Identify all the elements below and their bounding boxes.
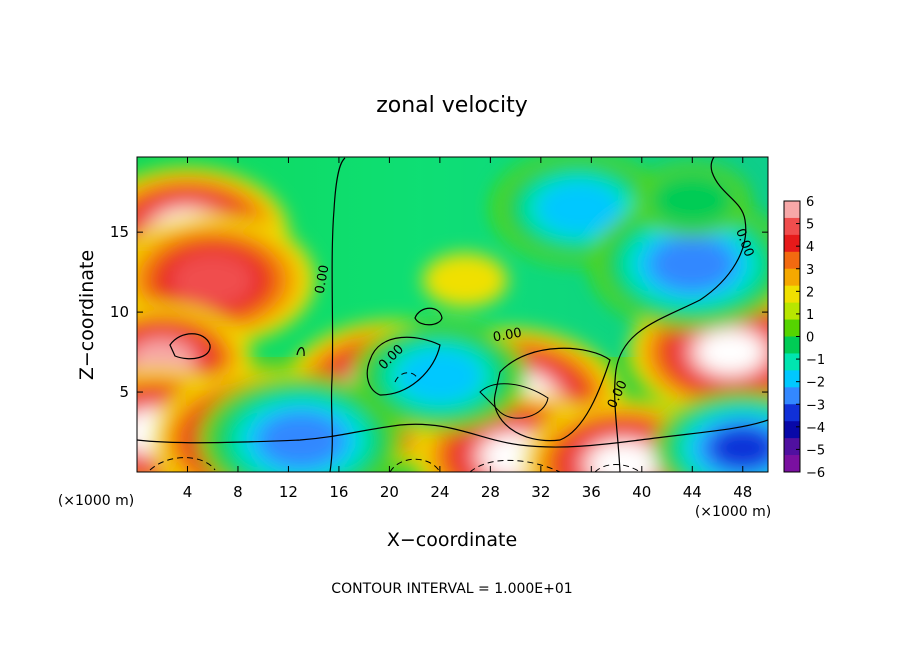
x-tick-label: 20: [380, 483, 399, 501]
x-unit-label-right: (×1000 m): [695, 504, 771, 520]
colorbar-label: −5: [806, 443, 825, 458]
colorbar-swatch: [784, 234, 800, 253]
x-axis: 4 8 12 16 20 24 28 32 36 40 44 48: [183, 157, 752, 501]
contour-label: 0.00: [313, 264, 333, 295]
x-unit-label-left: (×1000 m): [58, 493, 134, 509]
x-tick-label: 12: [279, 483, 298, 501]
colorbar-label: 4: [806, 240, 814, 255]
colorbar-label: −1: [806, 353, 825, 368]
field-feature: [170, 252, 256, 308]
x-tick-label: 48: [733, 483, 752, 501]
field-feature: [649, 172, 735, 228]
colorbar-swatch: [784, 251, 800, 270]
colorbar-swatch: [784, 404, 800, 422]
colorbar-swatch: [784, 319, 800, 337]
x-tick-label: 40: [632, 483, 651, 501]
colorbar-swatch: [784, 268, 800, 287]
x-tick-label: 4: [183, 483, 193, 501]
field-feature: [710, 427, 768, 469]
colorbar-swatch: [784, 455, 800, 473]
field-feature: [397, 348, 483, 404]
x-tick-label: 24: [430, 483, 449, 501]
y-tick-label: 5: [119, 383, 129, 401]
colorbar-swatch: [784, 302, 800, 321]
colorbar-label: −6: [806, 466, 825, 481]
y-tick-label: 10: [110, 303, 129, 321]
colorbar-label: 5: [806, 218, 814, 233]
colorbar-swatch: [784, 387, 800, 405]
x-tick-label: 44: [683, 483, 702, 501]
field-feature: [710, 339, 750, 365]
y-axis: 5 10 15: [110, 223, 768, 401]
x-tick-label: 36: [582, 483, 601, 501]
x-tick-label: 16: [329, 483, 348, 501]
colorbar-swatch: [784, 353, 800, 371]
field-feature: [536, 180, 622, 236]
y-tick-label: 15: [110, 223, 129, 241]
colorbar-label: 0: [806, 331, 814, 346]
colorbar-swatch: [784, 285, 800, 304]
contour-interval-note: CONTOUR INTERVAL = 1.000E+01: [331, 581, 572, 597]
contour-label: 0.00: [492, 326, 523, 346]
colorbar-label: 1: [806, 308, 814, 323]
plot-frame: [136, 156, 769, 473]
field-feature: [649, 236, 735, 292]
colorbar-swatch: [784, 421, 800, 439]
colorbar-label: −2: [806, 376, 825, 391]
colorbar: 6 5 4 3 2 1 0 −1 −2 −3 −4 −5 −6: [783, 195, 825, 481]
colorbar-label: 2: [806, 285, 814, 300]
colorbar-label: 6: [806, 195, 814, 210]
y-axis-label: Z−coordinate: [76, 250, 98, 380]
colorbar-label: −4: [806, 421, 825, 436]
chart-title: zonal velocity: [376, 93, 528, 118]
colorbar-label: −3: [806, 398, 825, 413]
x-axis-label: X−coordinate: [387, 529, 517, 551]
field-feature: [603, 451, 643, 472]
x-tick-label: 32: [531, 483, 550, 501]
colorbar-swatch: [784, 370, 800, 388]
colorbar-swatch: [784, 217, 800, 236]
colorbar-swatch: [784, 336, 800, 354]
colorbar-label: 3: [806, 263, 814, 278]
x-tick-label: 28: [481, 483, 500, 501]
colorbar-swatch: [784, 201, 800, 219]
colorbar-swatch: [784, 438, 800, 456]
plot-area: [137, 157, 768, 472]
field-feature: [422, 252, 508, 308]
x-tick-label: 8: [233, 483, 243, 501]
